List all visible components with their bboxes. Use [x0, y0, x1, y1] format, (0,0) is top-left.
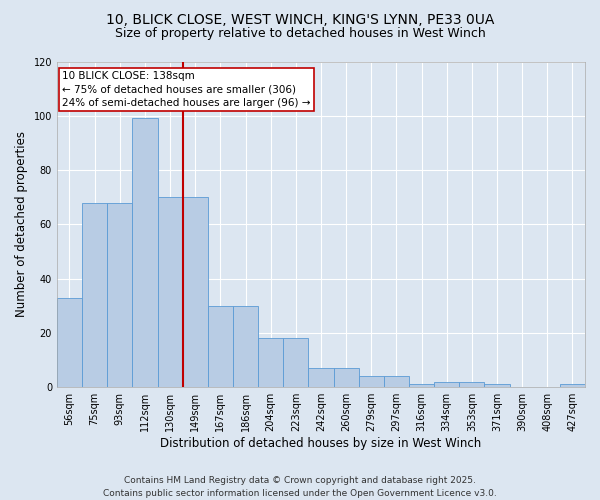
- Bar: [334, 368, 359, 387]
- Bar: [434, 382, 459, 387]
- Bar: [258, 338, 283, 387]
- Bar: [484, 384, 509, 387]
- X-axis label: Distribution of detached houses by size in West Winch: Distribution of detached houses by size …: [160, 437, 482, 450]
- Y-axis label: Number of detached properties: Number of detached properties: [15, 132, 28, 318]
- Text: Size of property relative to detached houses in West Winch: Size of property relative to detached ho…: [115, 28, 485, 40]
- Bar: [208, 306, 233, 387]
- Bar: [57, 298, 82, 387]
- Bar: [107, 202, 133, 387]
- Text: 10 BLICK CLOSE: 138sqm
← 75% of detached houses are smaller (306)
24% of semi-de: 10 BLICK CLOSE: 138sqm ← 75% of detached…: [62, 72, 311, 108]
- Bar: [283, 338, 308, 387]
- Bar: [359, 376, 384, 387]
- Bar: [409, 384, 434, 387]
- Bar: [158, 197, 182, 387]
- Bar: [308, 368, 334, 387]
- Bar: [384, 376, 409, 387]
- Bar: [182, 197, 208, 387]
- Bar: [560, 384, 585, 387]
- Bar: [82, 202, 107, 387]
- Bar: [233, 306, 258, 387]
- Bar: [459, 382, 484, 387]
- Text: Contains HM Land Registry data © Crown copyright and database right 2025.
Contai: Contains HM Land Registry data © Crown c…: [103, 476, 497, 498]
- Bar: [133, 118, 158, 387]
- Text: 10, BLICK CLOSE, WEST WINCH, KING'S LYNN, PE33 0UA: 10, BLICK CLOSE, WEST WINCH, KING'S LYNN…: [106, 12, 494, 26]
